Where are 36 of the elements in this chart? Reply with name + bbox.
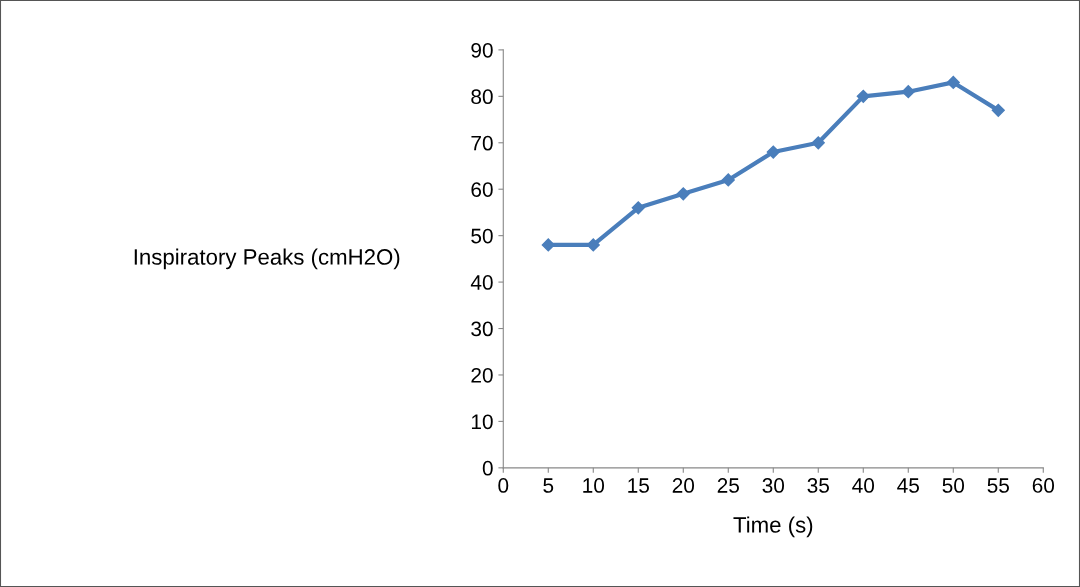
x-tick-label: 50 [942,478,965,493]
x-axis-title: Time (s) [733,516,813,538]
x-tick-label: 45 [897,478,919,493]
x-tick-label: 20 [672,478,695,493]
y-tick-label: 20 [471,367,493,383]
x-tick-label: 0 [498,478,509,493]
point [946,75,960,89]
y-tick-label: 40 [470,275,493,290]
y-tick-label: 10 [471,414,493,430]
point [991,103,1005,117]
x-tick-label: 5 [543,478,554,493]
x-tick-label: 15 [628,478,649,493]
point [901,85,915,99]
x-tick-label: 25 [717,478,739,493]
y-tick-label: 70 [471,135,493,151]
x-tick-label: 55 [987,478,1009,493]
x-tick-label: 60 [1032,478,1055,493]
y-tick-label: 30 [471,321,493,337]
point [856,89,870,103]
y-tick-label: 60 [471,182,493,197]
y-axis-title: Inspiratory Peaks (cmH2O) [134,248,400,270]
x-tick-label: 40 [852,478,875,493]
point [631,201,645,215]
x-tick-label: 10 [583,478,605,493]
point [811,136,825,150]
y-tick-label: 0 [482,460,493,476]
x-tick-label: 35 [807,478,829,493]
point [541,238,555,252]
y-tick-label: 90 [471,42,493,58]
point [586,238,600,252]
point [766,145,780,159]
point [721,173,735,187]
y-tick-label: 50 [471,228,493,244]
y-tick-label: 80 [471,89,493,105]
point [676,187,690,201]
x-tick-label: 30 [762,478,785,493]
